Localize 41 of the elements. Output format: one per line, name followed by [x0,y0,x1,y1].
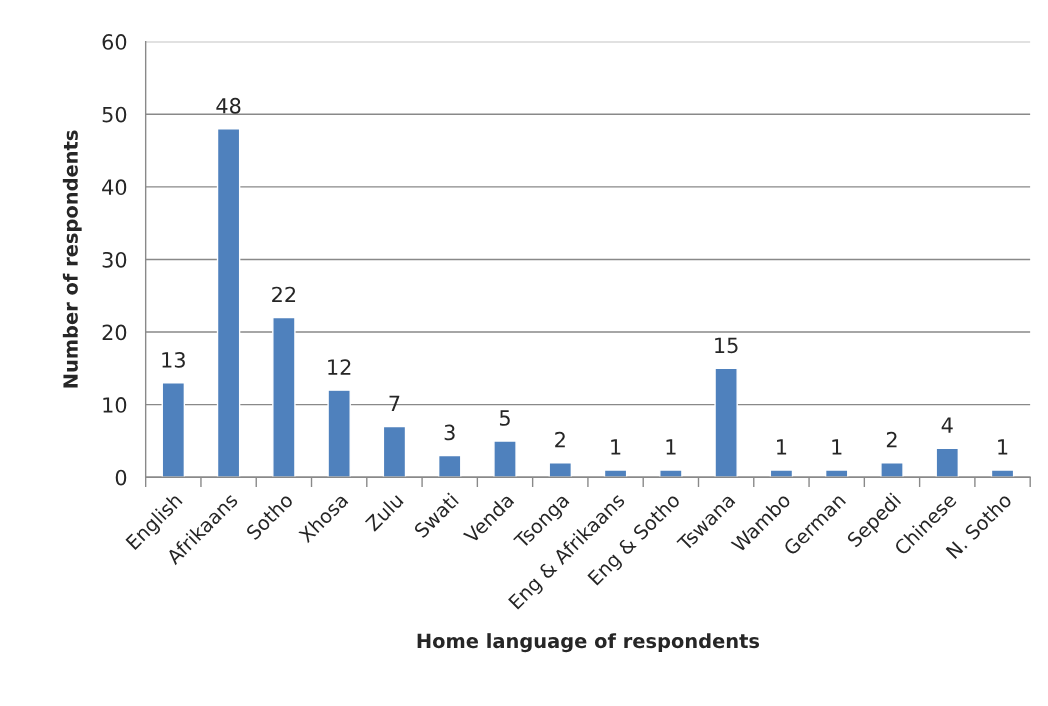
data-label: 13 [162,351,185,368]
data-label: 22 [272,286,296,303]
bar [769,469,794,478]
data-label: 1 [777,439,787,455]
data-label: 1 [832,439,842,455]
bar [824,469,849,478]
data-label: 7 [389,395,400,411]
y-axis-title: Number of respondents [62,130,82,388]
bar [548,462,573,478]
bar [603,469,628,478]
y-tick-label: 40 [102,179,127,196]
data-label: 3 [444,424,455,441]
bar [382,425,407,478]
data-label: 1 [666,439,676,455]
y-tick-label: 0 [115,469,127,486]
bar [161,382,186,478]
y-tick-label: 30 [102,251,127,268]
data-label: 2 [555,431,565,448]
data-label: 1 [611,439,621,455]
y-tick-label: 20 [102,324,127,341]
bar [437,454,462,478]
data-label: 15 [715,337,738,354]
data-label: 2 [886,431,897,448]
x-axis-title: Home language of respondents [417,633,760,653]
y-tick-label: 10 [103,397,127,413]
bar [714,367,738,478]
data-label: 12 [328,359,351,375]
data-label: 1 [998,439,1008,455]
y-tick-label: 50 [102,106,127,123]
bar [272,316,296,478]
data-label: 48 [216,97,241,114]
bar [327,389,351,478]
data-label: 4 [941,417,953,433]
bar [659,469,683,478]
bar [935,447,960,478]
y-tick-label: 60 [102,34,127,50]
bar [216,128,241,478]
data-label: 5 [499,410,510,426]
bar [990,469,1015,478]
bar [880,462,904,478]
bar [493,440,517,478]
